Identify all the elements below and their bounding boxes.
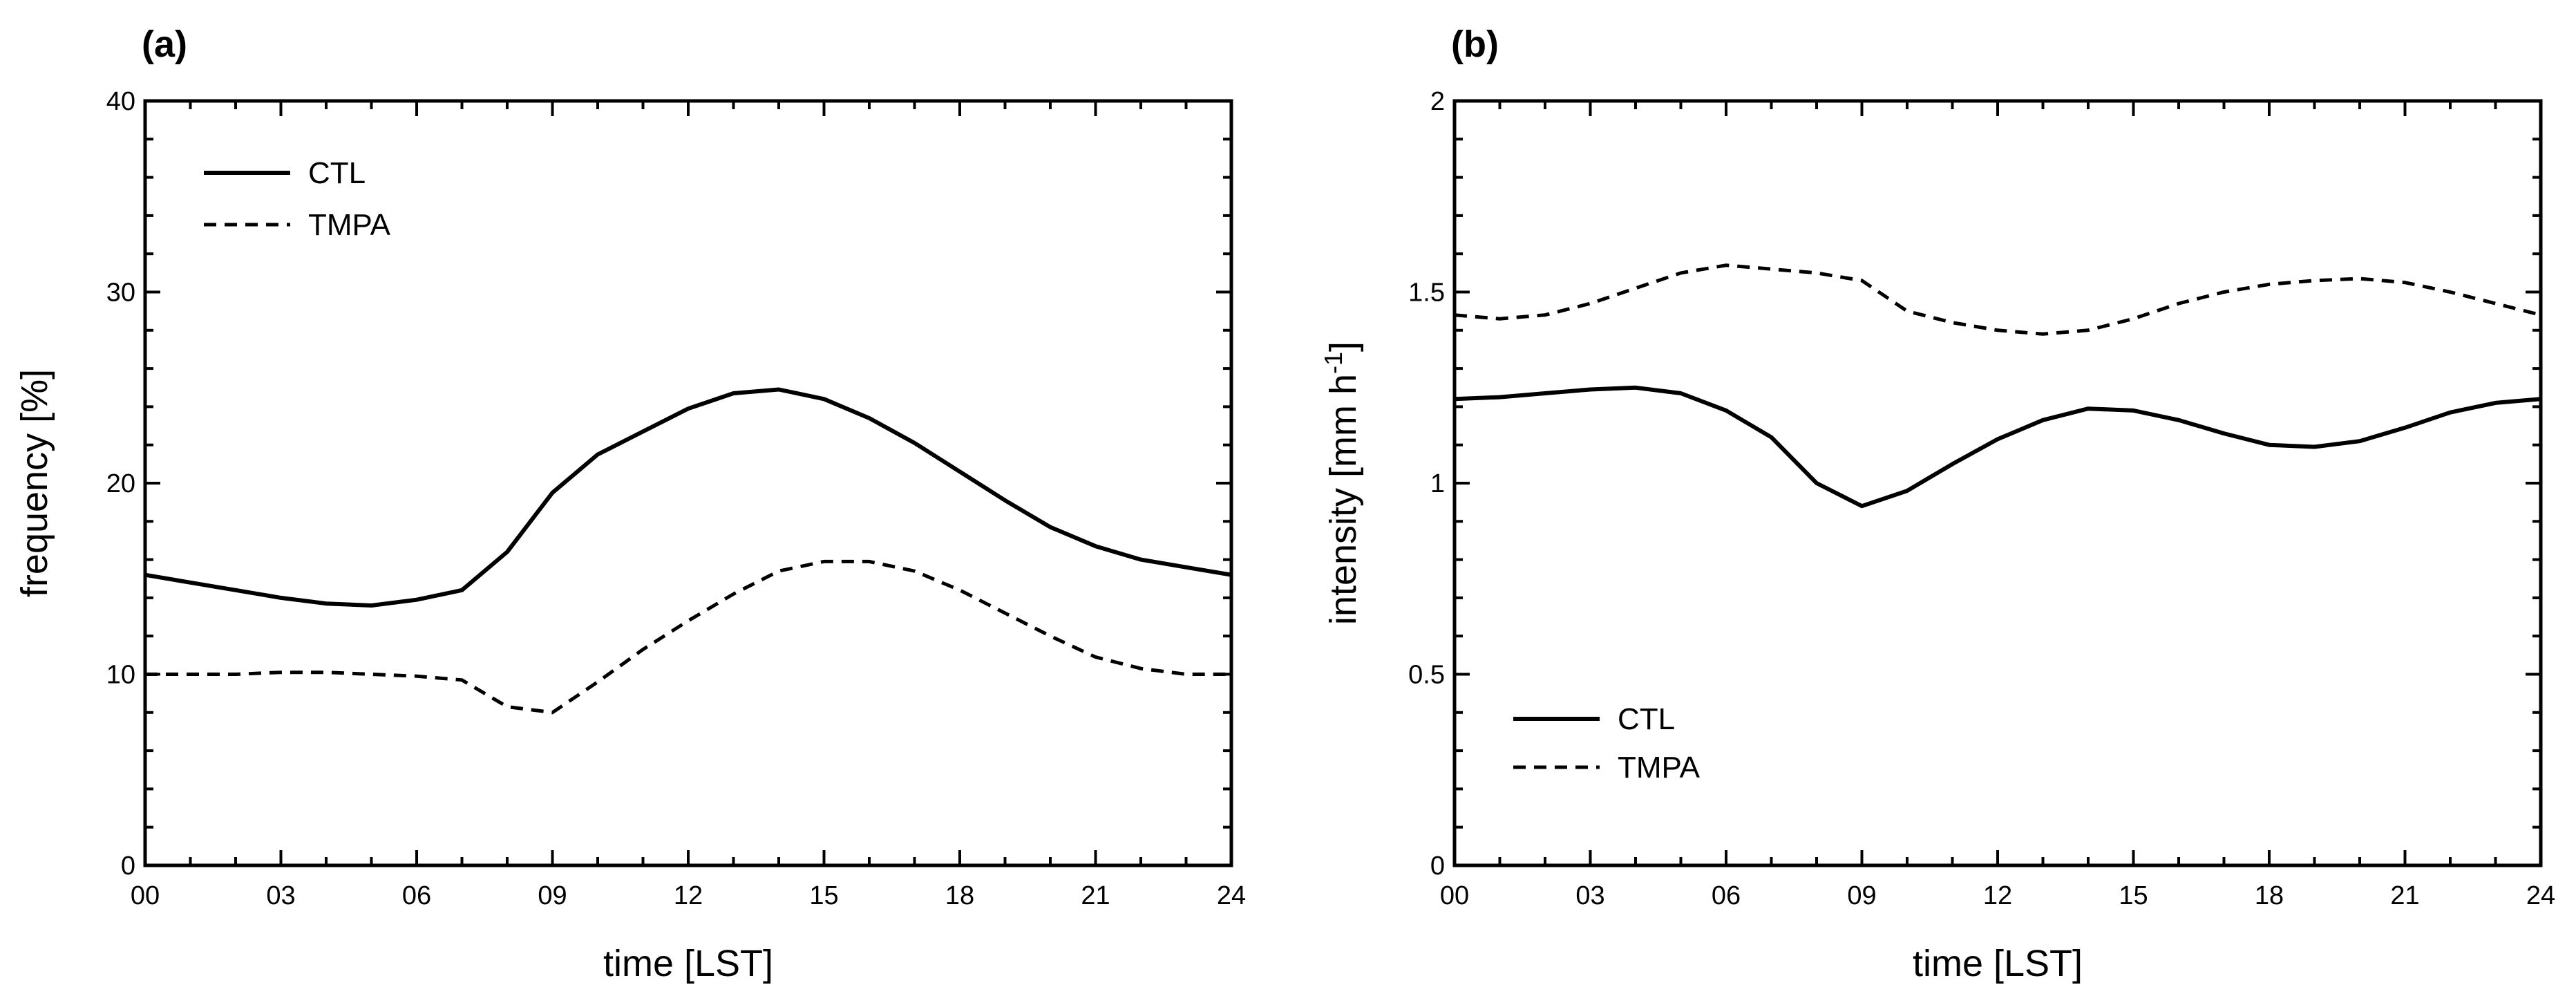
panel-b-x-axis-title: time [LST] [1913, 943, 2083, 984]
x-tick-label: 21 [1081, 881, 1110, 910]
x-tick-label: 03 [1575, 881, 1604, 910]
panel-a-tick-labels: 00 03 06 09 12 15 18 21 24 0 10 20 30 40 [106, 87, 1246, 910]
x-tick-label: 15 [809, 881, 838, 910]
panel-a-ticks [144, 100, 1233, 867]
y-tick-label: 1.5 [1408, 279, 1445, 308]
panel-a: (a) 00 03 06 09 12 15 18 21 24 0 10 20 30 40 time [LS… [14, 24, 1246, 984]
panel-b: (b) 00 03 06 09 12 15 18 21 24 0 0.5 1 1.5 2 time [LS… [1319, 24, 2555, 984]
legend-label-tmpa: TMPA [1618, 751, 1701, 785]
panel-b-label: (b) [1451, 24, 1499, 65]
y-tick-label: 20 [106, 469, 135, 498]
y-tick-label: 2 [1430, 87, 1445, 116]
x-tick-label: 15 [2119, 881, 2148, 910]
series-line-tmpa [145, 559, 1231, 715]
panel-a-y-axis-title: frequency [%] [14, 369, 55, 597]
panel-b-y-axis-title-superscript: -1 [1319, 352, 1347, 374]
legend-label-ctl: CTL [1618, 702, 1675, 736]
x-tick-label: 06 [402, 881, 431, 910]
panel-b-ticks [1453, 100, 2542, 867]
x-tick-label: 24 [1217, 881, 1246, 910]
panel-b-y-axis-title-main: intensity [mm h [1323, 374, 1364, 625]
panel-b-y-axis-title-suffix: ] [1323, 341, 1364, 352]
x-tick-label: 09 [1847, 881, 1876, 910]
panel-a-x-axis-title: time [LST] [603, 943, 773, 984]
x-tick-label: 00 [131, 881, 160, 910]
y-tick-label: 0 [121, 852, 135, 881]
x-tick-label: 03 [266, 881, 295, 910]
y-tick-label: 30 [106, 279, 135, 308]
x-tick-label: 21 [2390, 881, 2419, 910]
x-tick-label: 00 [1440, 881, 1469, 910]
x-tick-label: 12 [674, 881, 703, 910]
x-tick-label: 24 [2526, 881, 2555, 910]
series-line-ctl [1454, 385, 2541, 509]
y-tick-label: 40 [106, 87, 135, 116]
x-tick-label: 18 [945, 881, 974, 910]
y-tick-label: 0 [1430, 852, 1445, 881]
x-tick-label: 12 [1983, 881, 2012, 910]
legend-label-ctl: CTL [308, 156, 366, 190]
legend-label-tmpa: TMPA [308, 208, 391, 242]
panel-b-series [1454, 263, 2541, 509]
series-line-tmpa [1454, 263, 2541, 336]
x-tick-label: 06 [1712, 881, 1741, 910]
panel-a-series [144, 387, 1232, 715]
panel-a-label: (a) [142, 24, 187, 65]
panel-a-legend: CTL TMPA [204, 156, 391, 242]
x-tick-label: 18 [2255, 881, 2284, 910]
x-tick-label: 09 [538, 881, 567, 910]
y-tick-label: 1 [1430, 469, 1445, 498]
panel-b-y-axis-title: intensity [mm h-1] [1319, 341, 1364, 625]
panel-b-tick-labels: 00 03 06 09 12 15 18 21 24 0 0.5 1 1.5 2 [1408, 87, 2555, 910]
panel-b-legend: CTL TMPA [1513, 702, 1701, 785]
series-line-ctl [144, 387, 1232, 608]
y-tick-label: 10 [106, 661, 135, 690]
y-tick-label: 0.5 [1408, 661, 1445, 690]
